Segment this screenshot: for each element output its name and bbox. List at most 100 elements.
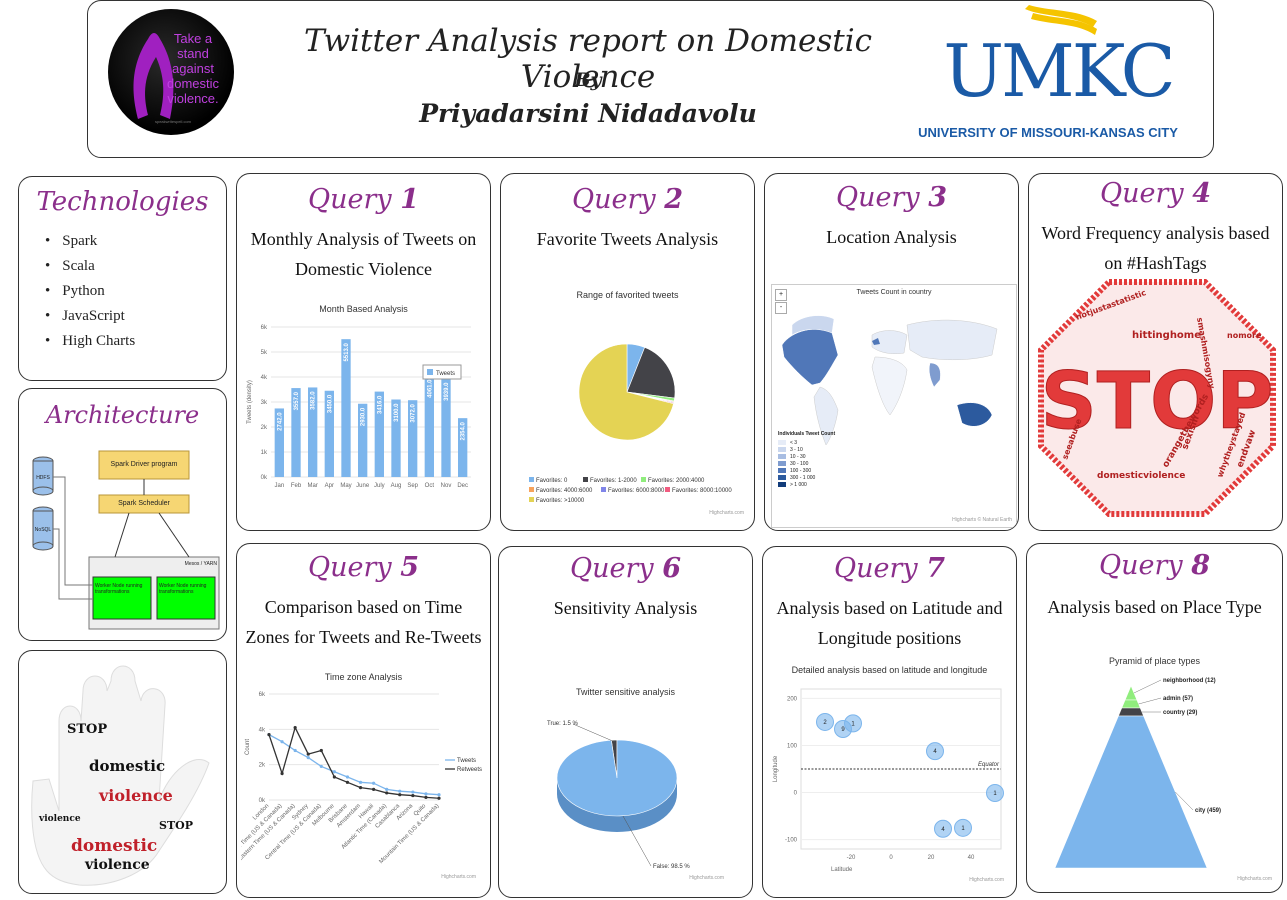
x-tick-label: Oct: [425, 483, 435, 489]
y-tick-label: 100: [787, 743, 798, 749]
y-tick-label: 3k: [261, 400, 268, 406]
scheduler-label: Spark Scheduler: [118, 500, 170, 507]
author-name: Priyadarsini Nidadavolu: [419, 99, 757, 128]
architecture-diagram: [32, 450, 220, 630]
bubble-label: 1: [993, 791, 997, 797]
map-legend-title: Individuals Tweet Count: [778, 431, 836, 437]
svg-text:STOP: STOP: [1041, 357, 1274, 447]
bubble: [816, 712, 834, 731]
data-point: [293, 748, 297, 753]
data-point: [411, 790, 415, 794]
badge-logo: Take a stand against domestic violence. …: [108, 9, 234, 135]
data-point: [280, 740, 284, 744]
map-zoom-in-button[interactable]: +: [775, 289, 787, 301]
legend-label: Favorites: 1-2000: [590, 478, 637, 484]
svg-text:STOP: STOP: [159, 819, 193, 832]
bar-value-label: 3450.0: [327, 394, 333, 413]
y-tick-label: -100: [785, 838, 798, 844]
query-3-subtitle: Location Analysis: [826, 227, 957, 247]
data-point: [385, 787, 389, 791]
legend-swatch: [778, 475, 786, 480]
architecture-panel: Architecture HDFS NoSQL Spark Driver pro…: [18, 388, 227, 641]
bar: [458, 418, 468, 477]
x-tick-label: May: [340, 483, 351, 489]
map-credit: Highcharts © Natural Earth: [952, 517, 1012, 523]
bar: [424, 375, 434, 477]
query-number: 4: [1192, 178, 1212, 209]
query-label: Query: [1098, 550, 1183, 581]
legend-swatch: [601, 487, 606, 492]
x-tick-label: 0: [889, 855, 893, 861]
world-map: [781, 315, 998, 446]
bar-value-label: 3416.0: [377, 395, 383, 414]
bar-value-label: 5513.0: [344, 343, 350, 362]
umkc-subtitle: UNIVERSITY OF MISSOURI-KANSAS CITY: [918, 125, 1178, 140]
pie-label-line: [572, 723, 616, 743]
legend-swatch: [583, 477, 588, 482]
x-tick-label: Apr: [325, 483, 334, 489]
query-number: 7: [926, 553, 946, 584]
highcharts-credit: Highcharts.com: [441, 874, 476, 880]
chart-title: Tweets Count in country: [856, 289, 932, 296]
map-legend-item: 100 - 300: [778, 467, 835, 474]
x-tick-label: Aug: [391, 483, 402, 489]
query-8-subtitle: Analysis based on Place Type: [1047, 597, 1262, 617]
query-3-panel: Query 3 Location Analysis Tweets Count i…: [764, 173, 1019, 531]
sensitivity-pie-chart: True: 1.5 % False: 98.5 %: [547, 721, 690, 870]
legend-swatch: [778, 447, 786, 452]
y-tick-label: 2k: [259, 763, 266, 769]
bubble-label: 1: [851, 721, 855, 727]
y-tick-label: 5k: [261, 350, 268, 356]
tech-item: Scala: [45, 258, 135, 283]
data-point: [306, 752, 310, 756]
legend-label: Favorites: 4000:6000: [536, 488, 593, 494]
x-tick-label: 20: [928, 855, 935, 861]
y-tick-label: 6k: [261, 325, 268, 331]
bubble-label: 4: [941, 827, 945, 833]
series-line: [268, 725, 440, 799]
query-number: 6: [662, 553, 682, 584]
bar-value-label: 2742.0: [277, 412, 283, 431]
legend-swatch: [778, 454, 786, 459]
legend-swatch: [778, 440, 786, 445]
highcharts-credit: Highcharts.com: [689, 875, 724, 881]
y-axis-label: Count: [245, 739, 251, 755]
bubble-label: 1: [961, 826, 965, 832]
data-point: [424, 792, 428, 796]
technologies-list: Spark Scala Python JavaScript High Chart…: [45, 233, 135, 358]
data-point: [345, 780, 350, 784]
tech-item: Spark: [45, 233, 135, 258]
bar: [341, 339, 351, 477]
map-legend-item: 3 - 10: [778, 446, 835, 453]
bar-value-label: 3939.0: [444, 382, 450, 401]
x-tick-label: 40: [968, 855, 975, 861]
header-banner: Take a stand against domestic violence. …: [87, 0, 1214, 158]
map-legend-item: 30 - 100: [778, 460, 835, 467]
legend-label: > 1 000: [790, 481, 807, 488]
chart-title: Pyramid of place types: [1108, 656, 1201, 666]
y-tick-label: 200: [787, 696, 798, 702]
legend-swatch: [427, 369, 433, 375]
umkc-wordmark: UMKC: [943, 29, 1175, 113]
data-point: [306, 756, 310, 760]
bubble: [926, 742, 944, 761]
legend-label: Favorites: 2000:4000: [648, 478, 705, 484]
bubble: [844, 714, 862, 733]
data-point: [372, 787, 376, 791]
tech-item: JavaScript: [45, 308, 135, 333]
bubble-label: 4: [933, 749, 937, 755]
bubble-label: 2: [823, 720, 827, 726]
svg-text:domestic: domestic: [71, 836, 157, 856]
map-zoom-out-button[interactable]: -: [775, 302, 787, 314]
data-point: [293, 725, 297, 730]
map-chart-frame: Tweets Count in country + - Individuals …: [771, 284, 1017, 528]
query-2-subtitle: Favorite Tweets Analysis: [536, 229, 719, 249]
badge-small-text: speakwritespell.com: [154, 119, 191, 124]
legend-label: < 3: [790, 439, 798, 446]
driver-label: Spark Driver program: [110, 461, 178, 468]
bar: [391, 399, 401, 477]
query-5-panel: Query 5 Comparison based on Time Zones f…: [236, 543, 491, 898]
query-4-panel: Query 4 Word Frequency analysis based on…: [1028, 173, 1283, 531]
data-point: [398, 789, 402, 793]
